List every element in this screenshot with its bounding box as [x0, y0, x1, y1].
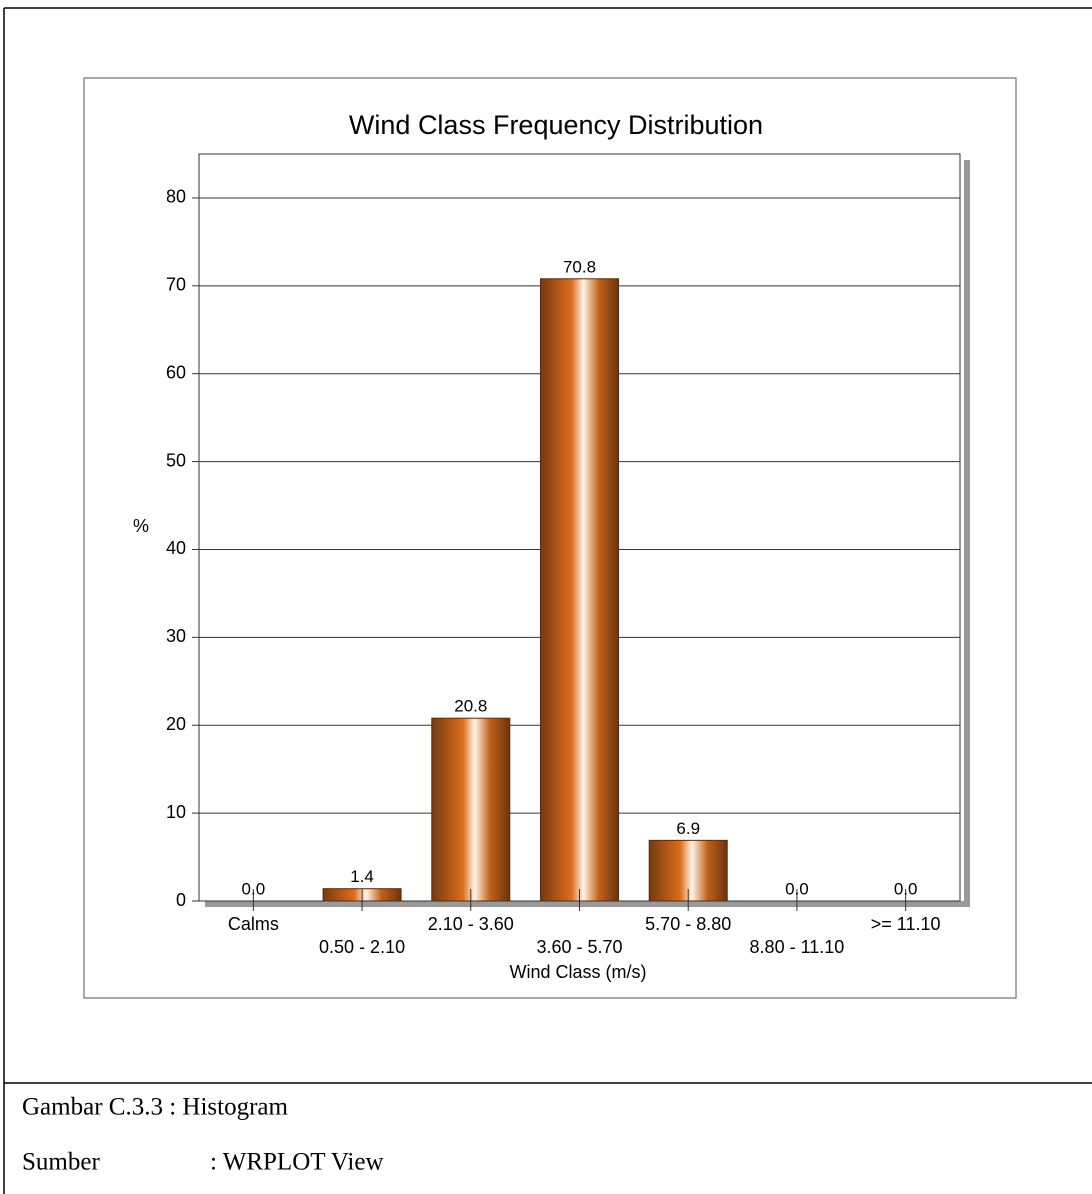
page: Wind Class Frequency Distribution % Wind…	[0, 0, 1092, 1194]
x-tick-label: 0.50 - 2.10	[319, 937, 405, 957]
y-tick-label: 60	[166, 362, 186, 382]
value-label: 1.4	[350, 867, 374, 886]
x-tick-label: 2.10 - 3.60	[428, 914, 514, 934]
document: Wind Class Frequency Distribution % Wind…	[0, 0, 1092, 1194]
plot-shadow	[964, 160, 970, 907]
x-tick-label: >= 11.10	[871, 914, 941, 934]
x-tick-label: Calms	[228, 914, 279, 934]
y-tick-label: 20	[166, 714, 186, 734]
y-tick-label: 70	[166, 275, 186, 295]
bar	[432, 718, 510, 901]
bar	[541, 279, 619, 901]
value-label: 70.8	[563, 257, 596, 276]
value-label: 0.0	[894, 879, 918, 898]
y-tick-label: 0	[176, 890, 186, 910]
plot-shadow	[205, 901, 970, 907]
source-text: : WRPLOT View	[210, 1149, 384, 1176]
y-tick-label: 50	[166, 450, 186, 470]
x-axis-label: Wind Class (m/s)	[509, 962, 646, 982]
value-label: 0.0	[242, 879, 266, 898]
figure-caption: Gambar C.3.3 : Histogram	[22, 1094, 288, 1121]
y-tick-label: 10	[166, 802, 186, 822]
caption: Gambar C.3.3 : Histogram Sumber : WRPLOT…	[22, 1094, 384, 1176]
y-tick-label: 30	[166, 626, 186, 646]
y-axis-label: %	[133, 516, 149, 536]
value-label: 0.0	[785, 879, 809, 898]
value-label: 6.9	[676, 819, 700, 838]
y-tick-label: 80	[166, 187, 186, 207]
x-tick-label: 3.60 - 5.70	[536, 937, 622, 957]
x-tick-label: 5.70 - 8.80	[645, 914, 731, 934]
x-tick-label: 8.80 - 11.10	[750, 937, 845, 957]
chart-title: Wind Class Frequency Distribution	[349, 110, 763, 140]
y-tick-label: 40	[166, 538, 186, 558]
value-label: 20.8	[454, 697, 487, 716]
source-label: Sumber	[22, 1149, 100, 1176]
